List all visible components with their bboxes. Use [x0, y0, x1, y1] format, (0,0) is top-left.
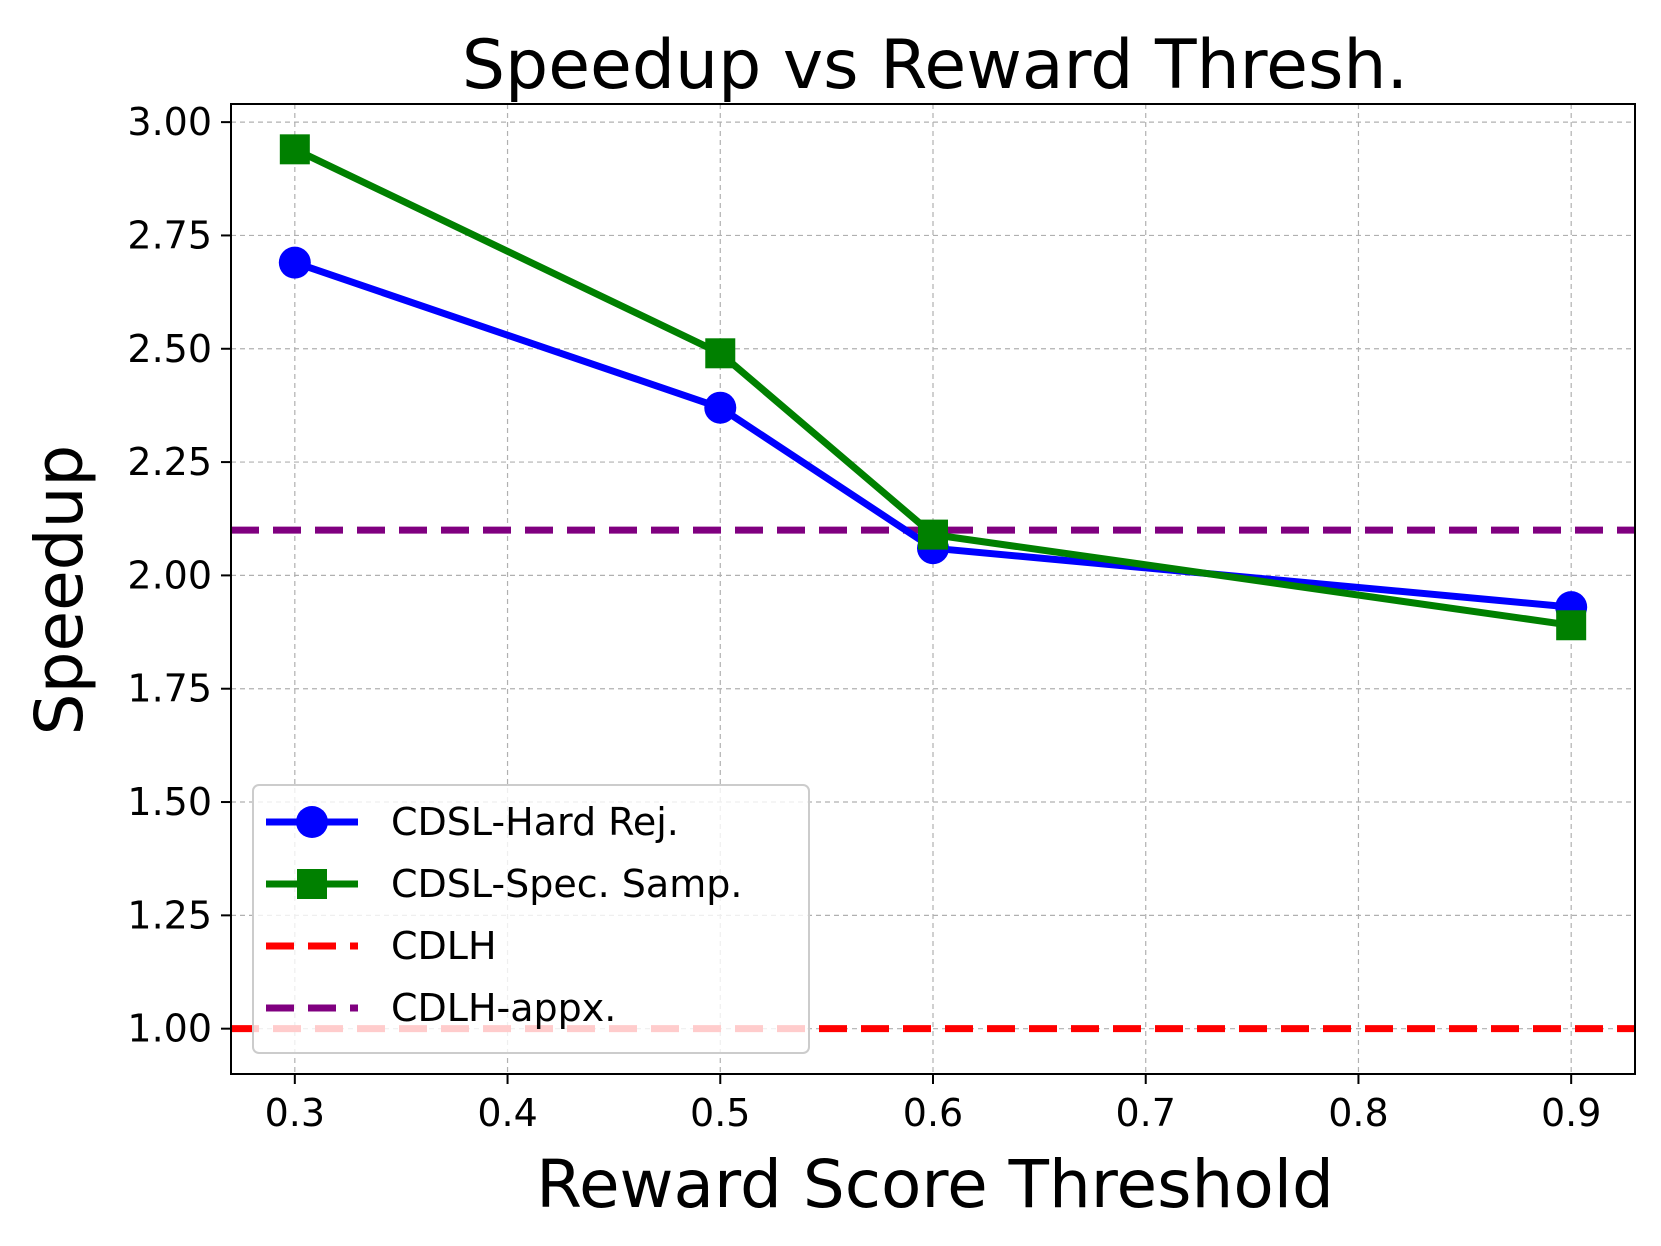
- x-tick-label: 0.4: [477, 1091, 537, 1135]
- cdsl-spec-samp-point: [279, 134, 310, 165]
- plot-frame: [230, 103, 1636, 1075]
- y-tick-label: 1.25: [127, 893, 212, 937]
- x-tick-label: 0.6: [903, 1091, 963, 1135]
- y-tick-label: 1.00: [127, 1007, 212, 1051]
- x-tick-label: 0.7: [1116, 1091, 1176, 1135]
- legend-box: [252, 784, 810, 1054]
- x-tick-label: 0.9: [1541, 1091, 1601, 1135]
- legend-marker-cdsl-spec-samp: [297, 869, 327, 899]
- legend-label-cdsl-spec-samp: CDSL-Spec. Samp.: [391, 862, 742, 906]
- legend: CDSL-Hard Rej. CDSL-Spec. Samp. CDLH CDLH-a…: [252, 784, 810, 1054]
- chart-title: Speedup vs Reward Thresh.: [462, 26, 1408, 105]
- cdsl-hard-rej-point: [704, 391, 737, 424]
- cdsl-spec-samp-point: [1556, 610, 1587, 641]
- y-tick-label: 2.25: [127, 440, 212, 484]
- x-axis-label: Reward Score Threshold: [536, 1146, 1334, 1223]
- legend-label-cdlh: CDLH: [391, 924, 497, 968]
- y-tick-label: 2.75: [127, 213, 212, 257]
- x-tick-label: 0.5: [690, 1091, 750, 1135]
- cdsl-spec-samp-point: [918, 519, 948, 550]
- series-lines: [278, 134, 1588, 641]
- y-tick-label: 2.00: [127, 553, 212, 597]
- cdsl-spec-samp-point: [705, 338, 736, 369]
- y-tick-label: 2.50: [127, 327, 212, 371]
- y-tick-label: 1.75: [127, 667, 212, 711]
- axis-ticks: 0.3 0.4 0.5 0.6 0.7 0.8 0.9 1.00 1.25 1.50 1.75 2.0…: [127, 100, 1601, 1135]
- legend-label-cdsl-hard-rej: CDSL-Hard Rej.: [391, 800, 679, 844]
- cdsl-hard-rej-point: [278, 246, 311, 279]
- legend-label-cdlh-appx: CDLH-appx.: [391, 986, 616, 1030]
- x-tick-label: 0.8: [1328, 1091, 1388, 1135]
- y-axis-label: Speedup: [21, 445, 98, 736]
- legend-marker-cdsl-hard-rej: [296, 806, 328, 838]
- cdsl-spec-samp-line: [293, 146, 1572, 629]
- y-tick-label: 3.00: [127, 100, 212, 144]
- y-tick-label: 1.50: [127, 780, 212, 824]
- x-tick-label: 0.3: [265, 1091, 325, 1135]
